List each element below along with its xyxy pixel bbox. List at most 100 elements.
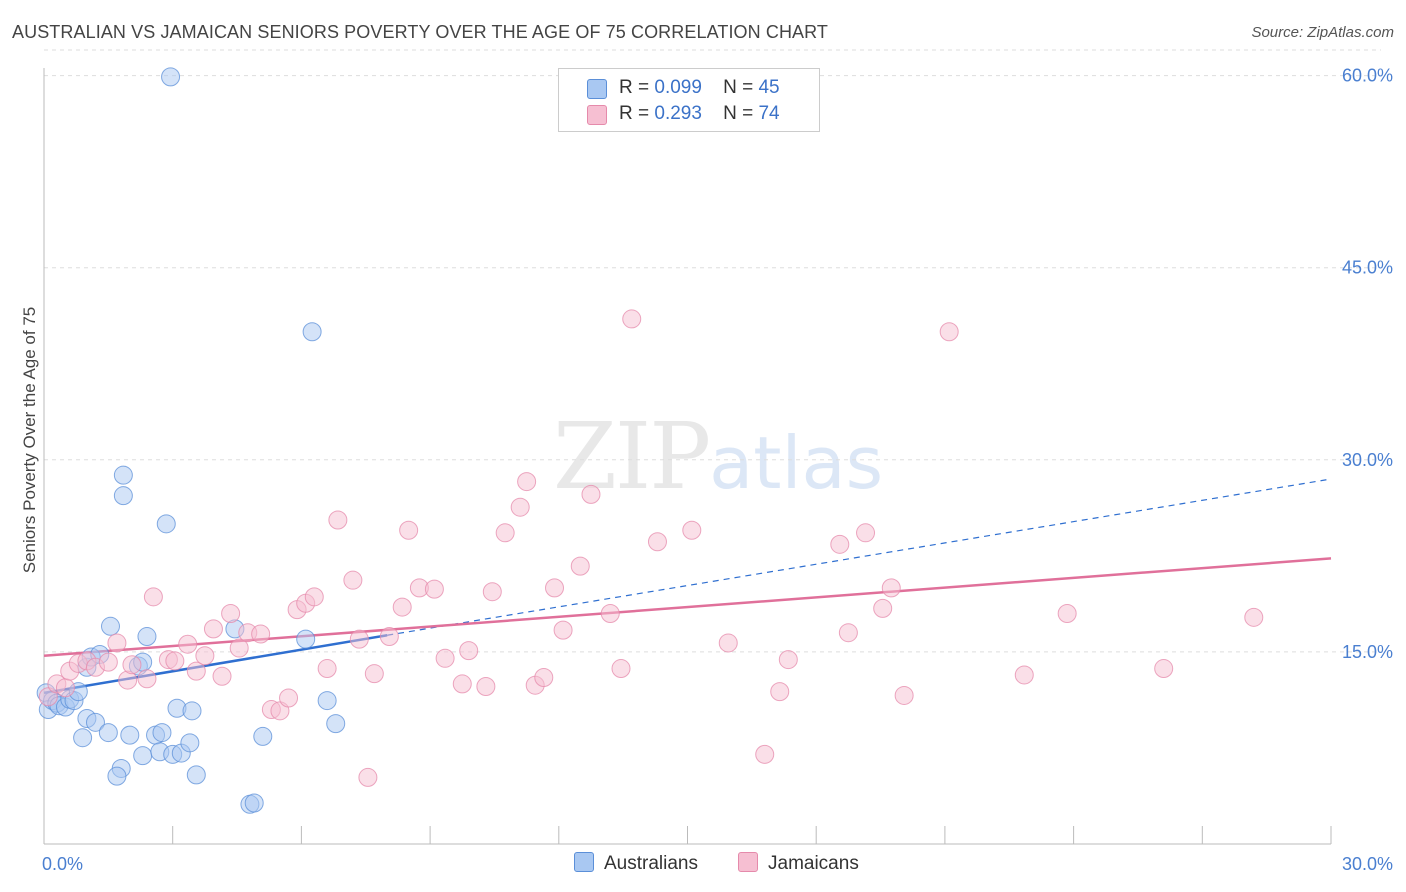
jamaicans-point [718,633,738,653]
jamaicans-point [143,587,163,607]
australians-point [113,465,133,485]
legend-label-jamaicans: Jamaicans [768,853,859,874]
jamaicans-point [881,578,901,598]
jamaicans-point [778,650,798,670]
jamaicans-point [830,534,850,554]
jamaicans-point [251,624,271,644]
stats-legend: R = 0.099 N = 45 R = 0.293 N = 74 [558,68,820,132]
jamaicans-point [343,570,363,590]
jamaicans-point [459,641,479,661]
jamaicans-point [1244,607,1264,627]
jamaicans-point [873,598,893,618]
y-tick-label: 30.0% [1342,450,1393,470]
jamaicans-point [165,651,185,671]
watermark: ZIPatlas [553,403,883,510]
australians-point [107,766,127,786]
australians-point [156,514,176,534]
n-label: N = [723,77,754,98]
y-tick-label: 45.0% [1342,258,1393,278]
australians-point [182,701,202,721]
australians-point [85,712,105,732]
jamaicans-point [939,322,959,342]
australians-point [180,733,200,753]
australians-point [152,723,172,743]
jamaicans-point [364,664,384,684]
australians-point [100,616,120,636]
data-points [36,67,1264,814]
australians-point [137,627,157,647]
jamaicans-point [186,661,206,681]
n-label: N = [723,103,754,124]
jamaicans-point [122,655,142,675]
jamaicans-point [212,666,232,686]
jamaicans-point [279,688,299,708]
australians-trend-line [43,634,388,695]
jamaicans-point [195,646,215,666]
r-label: R = [619,103,650,124]
x-tick-label: 30.0% [1342,854,1393,874]
n-value: 45 [758,77,780,98]
jamaicans-point [304,587,324,607]
australians-point [161,67,181,87]
jamaicans-point [755,744,775,764]
australians-point [120,725,140,745]
watermark-zip: ZIP [553,403,711,510]
australians-swatch [574,852,594,872]
jamaicans-point [482,582,502,602]
australians-point [186,765,206,785]
legend-text-australians: R = 0.099 N = 45 [619,77,780,99]
australians-point [98,723,118,743]
jamaicans-point [581,484,601,504]
jamaicans-point [107,633,127,653]
r-value: 0.099 [654,77,702,98]
y-tick-label: 60.0% [1342,66,1393,86]
jamaicans-point [349,629,369,649]
australians-point [253,726,273,746]
jamaicans-point [495,523,515,543]
jamaicans-point [1014,665,1034,685]
jamaicans-point [856,523,876,543]
jamaicans-point [221,603,241,623]
jamaicans-point [517,472,537,492]
jamaicans-point [203,619,223,639]
jamaicans-point [98,652,118,672]
legend-label-australians: Australians [604,853,698,874]
jamaicans-point [611,659,631,679]
australians-swatch [587,79,607,99]
jamaicans-point [510,497,530,517]
tick-labels: 15.0% 30.0% 45.0% 60.0% 0.0% 30.0% [42,66,1393,874]
bottom-legend-australians: Australians [574,852,698,875]
jamaicans-point [358,767,378,787]
jamaicans-point [476,676,496,696]
jamaicans-point [392,597,412,617]
jamaicans-point [622,309,642,329]
n-value: 74 [758,103,780,124]
australians-point [326,714,346,734]
jamaicans-point [534,668,554,688]
jamaicans-point [838,623,858,643]
jamaicans-point [647,532,667,552]
jamaicans-swatch [738,852,758,872]
australians-point [73,728,93,748]
jamaicans-point [424,579,444,599]
australians-point [113,486,133,506]
australians-point [244,793,264,813]
jamaicans-point [452,674,472,694]
legend-text-jamaicans: R = 0.293 N = 74 [619,103,780,125]
jamaicans-point [229,638,249,658]
australians-trend-extension [387,478,1332,636]
jamaicans-point [553,620,573,640]
jamaicans-point [600,603,620,623]
r-label: R = [619,77,650,98]
jamaicans-point [55,678,75,698]
jamaicans-point [570,556,590,576]
jamaicans-point [770,682,790,702]
grid-lines [44,49,1381,653]
source-credit: Source: ZipAtlas.com [1251,24,1394,41]
jamaicans-point [1154,659,1174,679]
chart-title: AUSTRALIAN VS JAMAICAN SENIORS POVERTY O… [12,22,829,42]
jamaicans-point [328,510,348,530]
australians-point [317,691,337,711]
jamaicans-point [435,648,455,668]
